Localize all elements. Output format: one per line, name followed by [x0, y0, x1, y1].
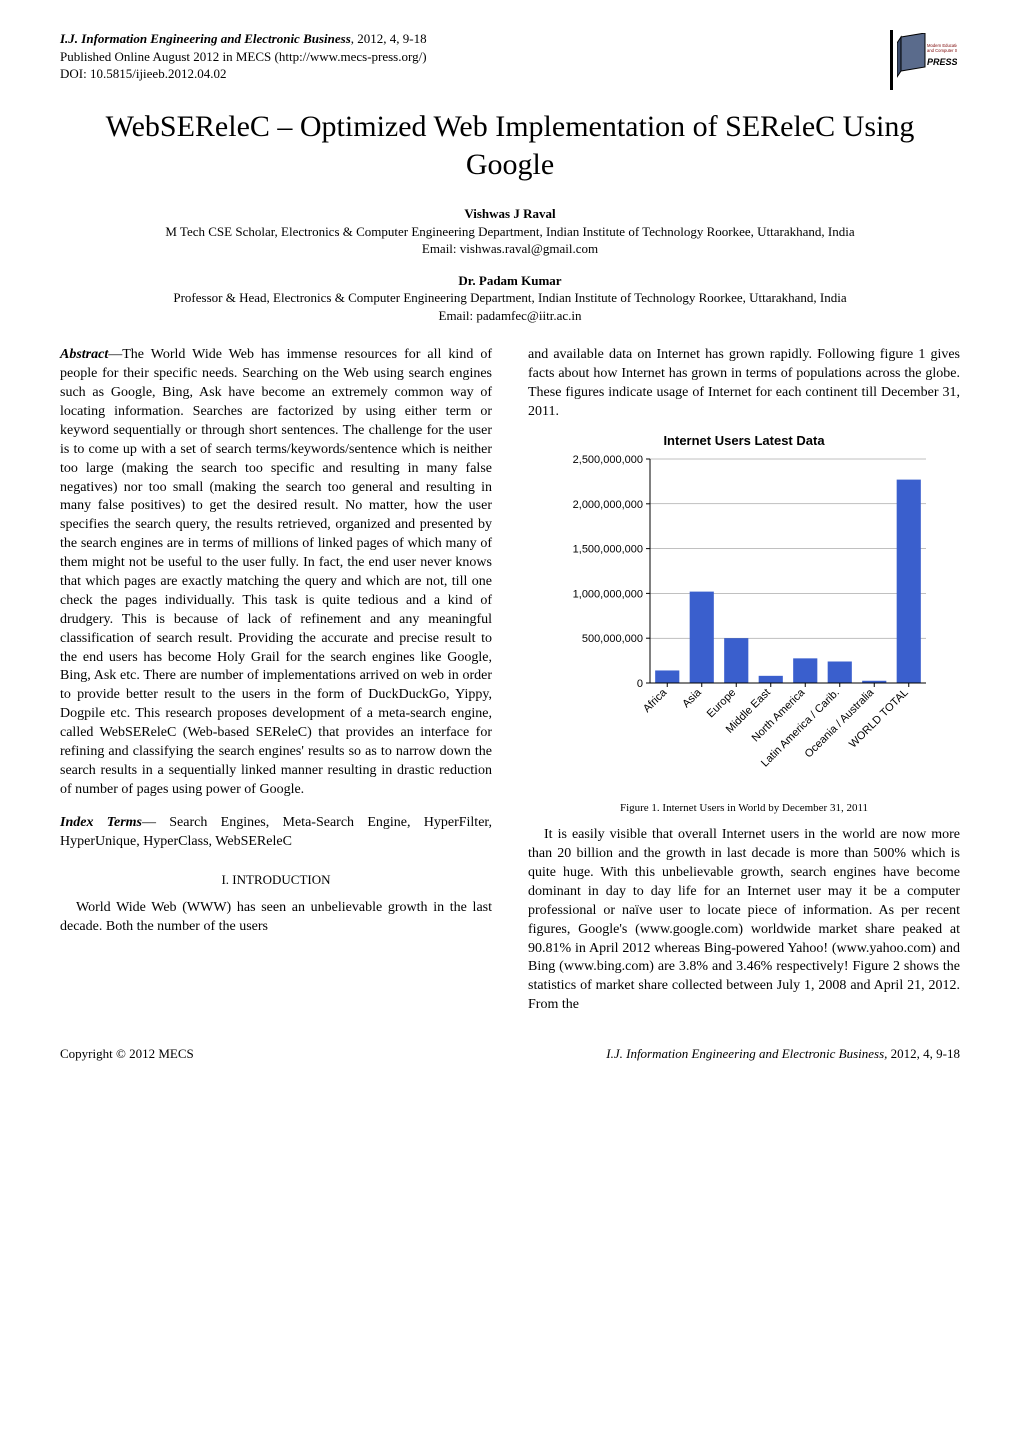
svg-text:0: 0	[637, 678, 643, 690]
journal-info: I.J. Information Engineering and Electro…	[60, 30, 427, 83]
publisher-logo: Modern Education and Computer Science PR…	[890, 30, 960, 90]
index-terms-paragraph: Index Terms— Search Engines, Meta-Search…	[60, 814, 492, 852]
author-1-affiliation: M Tech CSE Scholar, Electronics & Comput…	[60, 223, 960, 241]
svg-text:2,000,000,000: 2,000,000,000	[573, 499, 643, 511]
figure-1-chart: Internet Users Latest Data 0 500,000,000 1…	[528, 432, 960, 794]
author-2: Dr. Padam Kumar Professor & Head, Electr…	[60, 272, 960, 325]
chart-title: Internet Users Latest Data	[528, 432, 960, 450]
page-footer: Copyright © 2012 MECS I.J. Information E…	[60, 1045, 960, 1063]
footer-journal-italic: I.J. Information Engineering and Electro…	[606, 1046, 887, 1061]
press-logo-icon: Modern Education and Computer Science PR…	[897, 33, 957, 88]
svg-text:PRESS: PRESS	[927, 57, 957, 67]
footer-right: I.J. Information Engineering and Electro…	[606, 1045, 960, 1063]
section-1-heading: I. INTRODUCTION	[60, 871, 492, 889]
journal-publisher-line: Published Online August 2012 in MECS (ht…	[60, 48, 427, 66]
author-2-affiliation: Professor & Head, Electronics & Computer…	[60, 289, 960, 307]
svg-text:500,000,000: 500,000,000	[582, 634, 643, 646]
abstract-text: —The World Wide Web has immense resource…	[60, 347, 492, 796]
svg-text:Europe: Europe	[705, 687, 739, 721]
svg-text:Africa: Africa	[641, 686, 670, 715]
abstract-paragraph: Abstract—The World Wide Web has immense …	[60, 346, 492, 799]
paper-title: WebSEReleC – Optimized Web Implementatio…	[60, 108, 960, 183]
author-2-email: Email: padamfec@iitr.ac.in	[60, 307, 960, 325]
journal-title-line: I.J. Information Engineering and Electro…	[60, 30, 427, 48]
svg-text:and Computer Science: and Computer Science	[927, 48, 957, 53]
author-1: Vishwas J Raval M Tech CSE Scholar, Elec…	[60, 205, 960, 258]
right-column: and available data on Internet has grown…	[528, 346, 960, 1015]
intro-p2: and available data on Internet has grown…	[528, 346, 960, 422]
index-terms-label: Index Terms	[60, 815, 142, 830]
abstract-label: Abstract	[60, 347, 108, 362]
svg-text:1,500,000,000: 1,500,000,000	[573, 544, 643, 556]
author-1-name: Vishwas J Raval	[60, 205, 960, 223]
journal-title: I.J. Information Engineering and Electro…	[60, 31, 351, 46]
author-1-email: Email: vishwas.raval@gmail.com	[60, 240, 960, 258]
journal-issue: , 2012, 4, 9-18	[351, 31, 427, 46]
svg-text:2,500,000,000: 2,500,000,000	[573, 454, 643, 466]
bar-chart-svg: 0 500,000,000 1,000,000,000 1,500,000,000 2,…	[554, 453, 934, 793]
footer-issue-tail: 2012, 4, 9-18	[887, 1046, 960, 1061]
footer-copyright: Copyright © 2012 MECS	[60, 1045, 194, 1063]
figure-1-caption: Figure 1. Internet Users in World by Dec…	[528, 801, 960, 816]
journal-doi: DOI: 10.5815/ijieeb.2012.04.02	[60, 65, 427, 83]
svg-text:Asia: Asia	[680, 686, 704, 710]
svg-text:WORLD TOTAL: WORLD TOTAL	[847, 687, 911, 751]
left-column: Abstract—The World Wide Web has immense …	[60, 346, 492, 1015]
author-2-name: Dr. Padam Kumar	[60, 272, 960, 290]
svg-text:1,000,000,000: 1,000,000,000	[573, 589, 643, 601]
right-p3: It is easily visible that overall Intern…	[528, 826, 960, 1015]
intro-p1: World Wide Web (WWW) has seen an unbelie…	[60, 899, 492, 937]
body-columns: Abstract—The World Wide Web has immense …	[60, 346, 960, 1015]
journal-header: I.J. Information Engineering and Electro…	[60, 30, 960, 90]
